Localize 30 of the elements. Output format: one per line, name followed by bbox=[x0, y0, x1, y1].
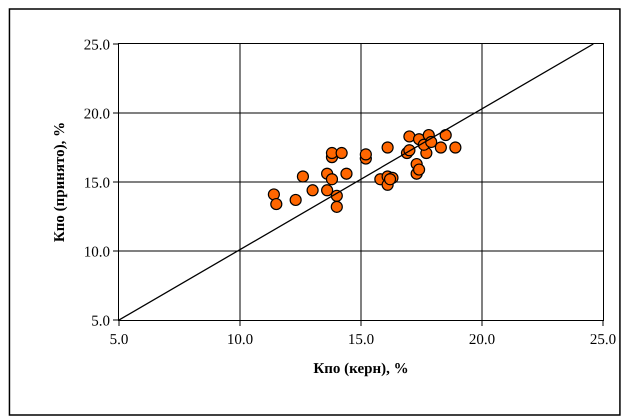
x-tick-label: 20.0 bbox=[468, 332, 496, 348]
point bbox=[306, 184, 319, 196]
point bbox=[336, 146, 348, 160]
point bbox=[403, 130, 416, 143]
x-tick-label: 10.0 bbox=[226, 332, 254, 348]
point bbox=[384, 173, 396, 186]
point bbox=[290, 194, 302, 206]
y-tick-label: 25.0 bbox=[84, 37, 110, 54]
x-tick-label: 15.0 bbox=[348, 332, 374, 348]
x-axis-title: Кпо (керн), % bbox=[313, 361, 409, 377]
point bbox=[440, 128, 452, 142]
x-tick-label: 5.0 bbox=[110, 332, 128, 348]
point bbox=[340, 168, 353, 180]
y-tick-label: 10.0 bbox=[84, 244, 110, 260]
y-axis-title: Кпо (принято), % bbox=[52, 122, 68, 242]
y-tick-label: 5.0 bbox=[91, 313, 110, 330]
point bbox=[382, 141, 394, 154]
y-tick-label: 15.0 bbox=[84, 175, 110, 192]
point bbox=[360, 148, 372, 160]
point bbox=[326, 173, 338, 186]
point bbox=[321, 184, 334, 196]
x-tick-label: 25.0 bbox=[590, 332, 616, 348]
point bbox=[449, 141, 462, 154]
point bbox=[270, 198, 282, 210]
point bbox=[268, 188, 280, 201]
point bbox=[296, 170, 310, 183]
point bbox=[412, 163, 426, 176]
y-tick-label: 20.0 bbox=[84, 106, 110, 122]
point bbox=[434, 141, 447, 154]
point bbox=[330, 200, 343, 213]
